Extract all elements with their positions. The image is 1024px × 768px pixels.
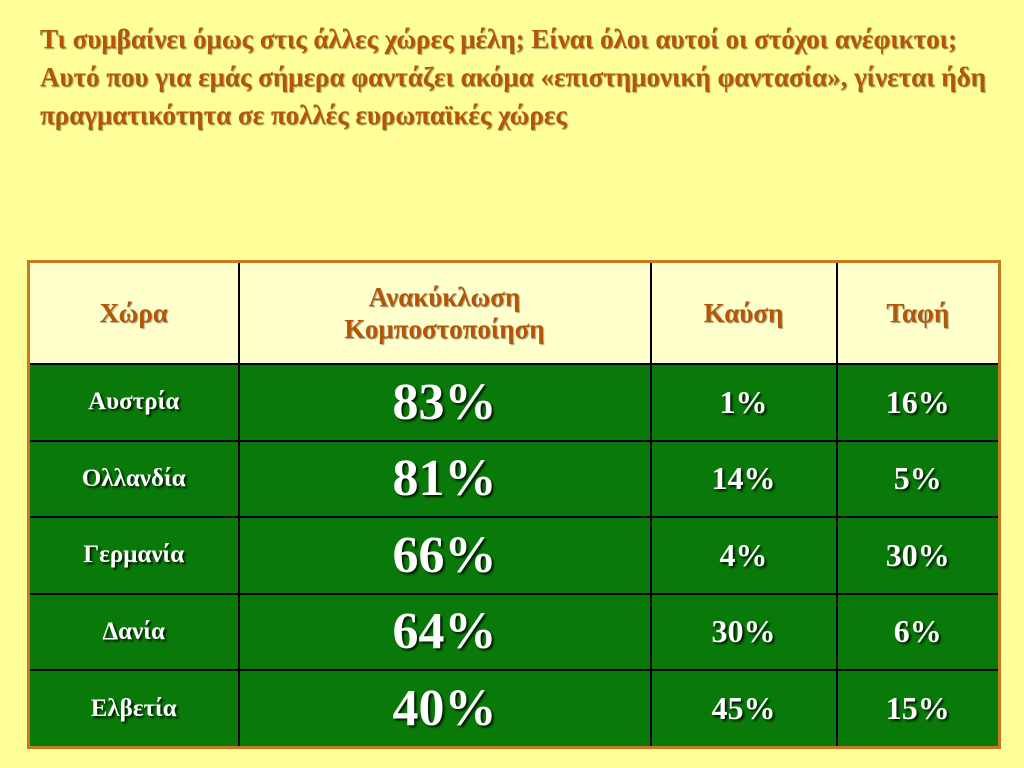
- cell-country: Αυστρία: [27, 363, 240, 442]
- cell-recycle: 40%: [237, 669, 652, 749]
- cell-recycle: 83%: [237, 363, 652, 442]
- table-row: Ολλανδία 81% 14% 5%: [27, 439, 1001, 519]
- cell-recycle: 81%: [237, 439, 652, 519]
- cell-burn: 14%: [649, 439, 838, 519]
- table-row: Δανία 64% 30% 6%: [27, 592, 1001, 672]
- header-bury: Ταφή: [835, 260, 1001, 365]
- header-recycle-line1: Ανακύκλωση: [368, 282, 521, 312]
- waste-management-table: Χώρα Ανακύκλωση Κομποστοποίηση Καύση Ταφ…: [27, 260, 1001, 749]
- cell-recycle: 64%: [237, 592, 652, 672]
- heading-statement: Αυτό που για εμάς σήμερα φαντάζει ακόμα …: [40, 62, 986, 130]
- cell-burn: 4%: [649, 516, 838, 595]
- cell-burn: 1%: [649, 363, 838, 442]
- cell-burn: 30%: [649, 592, 838, 672]
- table-header-row: Χώρα Ανακύκλωση Κομποστοποίηση Καύση Ταφ…: [27, 260, 1001, 365]
- cell-bury: 30%: [835, 516, 1001, 595]
- cell-bury: 6%: [835, 592, 1001, 672]
- header-country: Χώρα: [27, 260, 240, 365]
- cell-bury: 15%: [835, 669, 1001, 749]
- cell-bury: 16%: [835, 363, 1001, 442]
- heading-question: Τι συμβαίνει όμως στις άλλες χώρες μέλη;…: [40, 24, 957, 54]
- header-recycle-line2: Κομποστοποίηση: [344, 314, 545, 344]
- table-row: Ελβετία 40% 45% 15%: [27, 669, 1001, 749]
- header-burn: Καύση: [649, 260, 838, 365]
- header-recycle: Ανακύκλωση Κομποστοποίηση: [237, 260, 652, 365]
- cell-country: Δανία: [27, 592, 240, 672]
- cell-bury: 5%: [835, 439, 1001, 519]
- cell-country: Γερμανία: [27, 516, 240, 595]
- table-row: Αυστρία 83% 1% 16%: [27, 363, 1001, 442]
- slide-heading: Τι συμβαίνει όμως στις άλλες χώρες μέλη;…: [40, 20, 990, 134]
- table-row: Γερμανία 66% 4% 30%: [27, 516, 1001, 595]
- cell-country: Ελβετία: [27, 669, 240, 749]
- cell-burn: 45%: [649, 669, 838, 749]
- cell-recycle: 66%: [237, 516, 652, 595]
- cell-country: Ολλανδία: [27, 439, 240, 519]
